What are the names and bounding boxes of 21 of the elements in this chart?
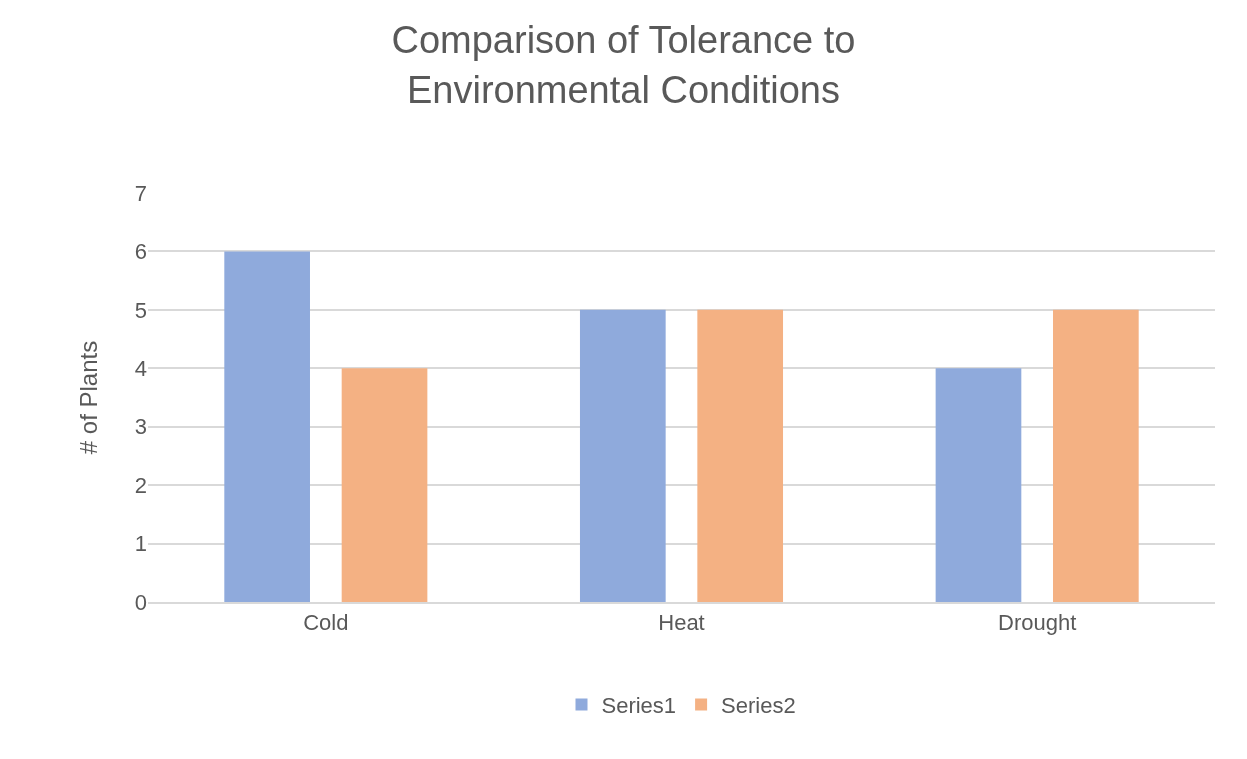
x-tick-label: Drought — [998, 610, 1077, 636]
chart-title: Comparison of Tolerance to Environmental Conditions — [391, 19, 856, 111]
y-axis-title: # of Plants — [74, 340, 102, 455]
y-tick-label: 0 — [134, 589, 147, 615]
x-tick-label: Cold — [303, 610, 349, 636]
x-tick-label: Heat — [658, 610, 705, 636]
legend-label: Series1 — [601, 693, 677, 719]
bar — [697, 309, 784, 602]
y-tick-label: 6 — [134, 239, 147, 265]
bar — [1053, 309, 1139, 602]
bar — [341, 368, 428, 602]
bar — [579, 309, 666, 602]
y-tick-label: 3 — [134, 414, 147, 440]
y-tick-label: 4 — [134, 355, 147, 381]
bar — [224, 251, 310, 602]
y-tick-label: 5 — [134, 297, 147, 323]
y-tick-label: 7 — [134, 180, 147, 206]
bar — [935, 368, 1022, 602]
y-tick-label: 1 — [134, 531, 147, 557]
legend-label: Series2 — [721, 693, 796, 719]
y-tick-label: 2 — [134, 472, 147, 498]
